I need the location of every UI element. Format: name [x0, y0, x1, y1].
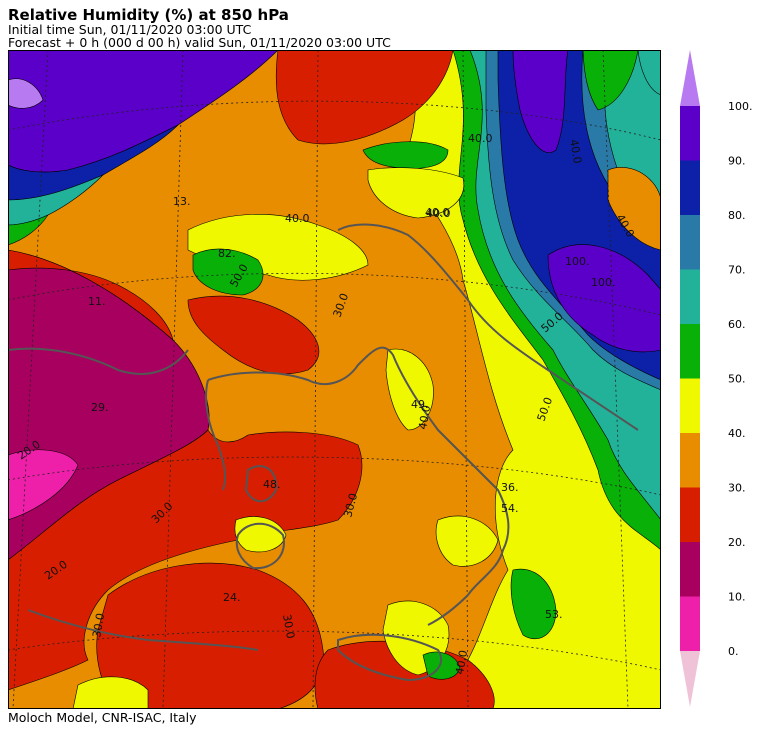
legend-tick-label: 20.	[728, 536, 746, 549]
legend-bin-40-50	[680, 378, 700, 433]
contour-label: 40.0	[453, 649, 470, 675]
legend-tick-label: 50.	[728, 373, 746, 386]
field-50-60-ionian	[510, 568, 557, 640]
field-20-30-north	[8, 249, 174, 341]
field-20-30-mid	[187, 295, 320, 375]
value-label: 82.	[218, 247, 236, 260]
legend-tick-label: 90.	[728, 155, 746, 168]
contour-label: 40.0	[285, 212, 310, 225]
value-label: 13.	[173, 195, 191, 208]
value-label: 24.	[223, 591, 241, 604]
contour-label: 40.0	[416, 404, 433, 430]
field-20-30-top	[275, 50, 454, 145]
contour-label: 40.0	[567, 138, 584, 164]
contour-labels: 40.0 40.040.040.050.030.030.030.030.030.0…	[15, 132, 637, 676]
field-90-100-northeast	[512, 50, 569, 153]
field-50-60-adriatic	[362, 141, 449, 169]
value-label: 29.	[91, 401, 109, 414]
value-label: 53.	[545, 608, 563, 621]
model-credit: Moloch Model, CNR-ISAC, Italy	[8, 710, 197, 725]
contour-label: 40.0	[426, 207, 451, 220]
initial-time-label: Initial time Sun, 01/11/2020 03:00 UTC	[8, 22, 252, 37]
legend-bin-70-80	[680, 215, 700, 270]
legend-tick-label: 80.	[728, 209, 746, 222]
legend-under-arrow	[680, 651, 700, 707]
field-90-100-east	[547, 244, 661, 353]
legend-tick-label: 100.	[728, 100, 753, 113]
legend-tick-label: 30.	[728, 482, 746, 495]
field-50-60-central	[192, 248, 264, 296]
field-90-100-nw-corner	[8, 78, 44, 109]
value-label: 54.	[501, 502, 519, 515]
chart-title: Relative Humidity (%) at 850 hPa	[8, 6, 289, 24]
graticule	[8, 50, 661, 709]
contour-label: 30.0	[90, 612, 107, 638]
field-50-60-ne-corner	[582, 50, 639, 111]
contour-label: 30.0	[341, 492, 360, 519]
humidity-map: 40.0 40.040.040.050.030.030.030.030.030.0…	[8, 50, 661, 709]
field-30-40-ne-patch	[607, 167, 661, 251]
field-60-70-ne-corner	[637, 50, 661, 96]
contour-label: 40.0	[468, 132, 493, 145]
legend-bin-20-30	[680, 487, 700, 542]
value-label: 11.	[88, 295, 106, 308]
contour-label: 40.0	[425, 206, 450, 219]
value-label: 49.	[411, 398, 429, 411]
value-label: 48.	[263, 478, 281, 491]
legend-bin-60-70	[680, 269, 700, 324]
value-label: 36.	[501, 481, 519, 494]
field-40-50-sw-blob	[72, 676, 149, 709]
field-50-60-north	[8, 214, 49, 246]
coastlines	[8, 223, 639, 681]
value-label: 100.	[591, 276, 616, 289]
value-label: 100.	[565, 255, 590, 268]
legend-over-arrow	[680, 50, 700, 106]
legend-tick-label: 70.	[728, 264, 746, 277]
legend-bin-10-20	[680, 542, 700, 597]
legend-tick-label: 10.	[728, 591, 746, 604]
legend-tick-label: 60.	[728, 318, 746, 331]
field-40-50-north-strip	[367, 167, 465, 219]
color-legend: 100. 90. 80. 70. 60. 50. 40. 30. 20. 10. 0.	[680, 50, 753, 707]
legend-tick-label: 0.	[728, 645, 739, 658]
forecast-time-label: Forecast + 0 h (000 d 00 h) valid Sun, 0…	[8, 35, 391, 50]
field-50-60-sicily	[422, 651, 461, 680]
contour-label: 30.0	[280, 613, 297, 639]
map-frame	[8, 50, 661, 709]
legend-bin-80-90	[680, 160, 700, 215]
legend-bin-0-10	[680, 596, 700, 651]
legend-bin-30-40	[680, 433, 700, 488]
legend-bin-50-60	[680, 324, 700, 379]
legend-bin-90-100	[680, 106, 700, 161]
legend-tick-label: 40.	[728, 427, 746, 440]
field-0-10-west	[8, 449, 79, 521]
